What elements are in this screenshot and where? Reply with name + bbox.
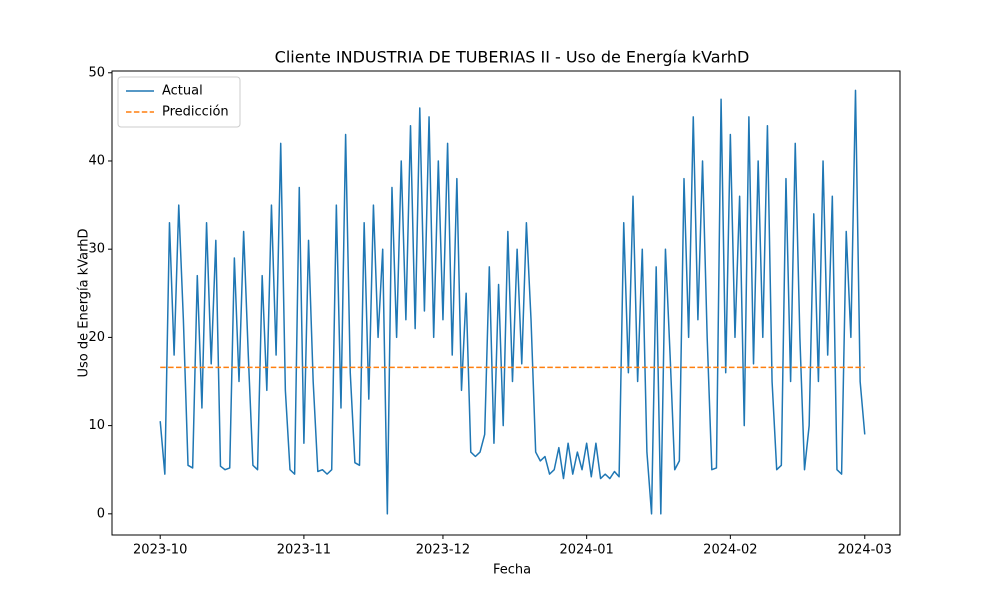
y-tick-label: 50	[88, 65, 105, 80]
legend-label: Predicción	[162, 105, 229, 120]
x-tick-label: 2024-01	[559, 543, 613, 558]
x-tick-label: 2024-03	[838, 543, 892, 558]
x-tick-label: 2024-02	[703, 543, 757, 558]
y-tick-label: 20	[88, 330, 105, 345]
x-tick-label: 2023-11	[277, 543, 331, 558]
y-tick-label: 10	[88, 418, 105, 433]
y-tick-label: 30	[88, 242, 105, 257]
x-tick-label: 2023-10	[133, 543, 187, 558]
x-axis-label: Fecha	[493, 563, 531, 578]
y-axis-label: Uso de Energía kVarhD	[77, 228, 92, 377]
legend-box	[117, 76, 241, 128]
series-line	[159, 89, 866, 515]
x-tick-label: 2023-12	[416, 543, 470, 558]
legend-label: Actual	[162, 84, 203, 99]
plot-frame	[111, 70, 901, 536]
chart-title: Cliente INDUSTRIA DE TUBERIAS II - Uso d…	[275, 48, 750, 67]
y-tick-label: 40	[88, 153, 105, 168]
y-tick-label: 0	[97, 506, 105, 521]
